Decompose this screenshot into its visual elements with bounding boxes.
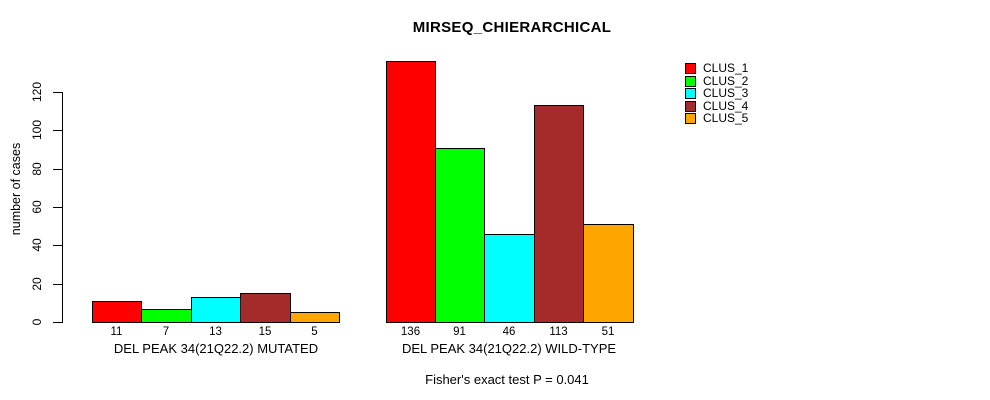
y-axis-tick-label: 120 <box>30 81 44 103</box>
y-axis-tick <box>53 284 62 285</box>
y-axis-tick-label: 100 <box>30 119 44 141</box>
bar-clus_4-group1 <box>240 293 291 323</box>
y-axis-tick <box>53 169 62 170</box>
y-axis-tick <box>53 245 62 246</box>
y-axis-tick <box>53 92 62 93</box>
bar-value-label: 113 <box>549 326 568 338</box>
y-axis-tick <box>53 322 62 323</box>
legend-label: CLUS_1 <box>703 61 749 75</box>
bar-clus_5-group1 <box>290 312 340 323</box>
legend-swatch-icon <box>685 63 696 74</box>
bar-value-label: 51 <box>601 326 615 338</box>
p-value-annotation: Fisher's exact test P = 0.041 <box>425 372 589 387</box>
legend-label: CLUS_4 <box>703 98 749 113</box>
legend-label: CLUS_3 <box>703 86 749 101</box>
legend-item-clus_4: CLUS_4 <box>685 98 749 113</box>
legend-swatch-icon <box>685 113 696 125</box>
bar-clus_1-group1 <box>92 301 142 323</box>
legend-swatch-icon <box>685 100 696 112</box>
y-axis-title: number of cases <box>9 142 23 236</box>
y-axis-tick-label: 20 <box>30 277 44 291</box>
bar-clus_3-group2 <box>484 234 535 323</box>
y-axis-tick-label: 0 <box>30 318 44 326</box>
legend-swatch-icon <box>685 75 696 87</box>
bar-clus_3-group1 <box>191 297 241 323</box>
legend-swatch-icon <box>685 88 696 100</box>
chart-title: MIRSEQ_CHIERARCHICAL <box>412 19 612 36</box>
y-axis-tick-label: 80 <box>30 162 44 176</box>
legend-item-clus_5: CLUS_5 <box>685 111 749 126</box>
legend-item-clus_2: CLUS_2 <box>685 73 749 88</box>
legend-label: CLUS_5 <box>703 111 749 126</box>
bar-value-label: 136 <box>400 326 421 338</box>
bar-value-label: 7 <box>162 326 170 338</box>
legend: CLUS_1 CLUS_2 CLUS_3 CLUS_4 CLUS_5 <box>685 61 749 126</box>
bar-clus_4-group2 <box>534 105 584 323</box>
bar-clus_5-group2 <box>583 224 634 323</box>
bar-clus_1-group2 <box>386 61 436 323</box>
bar-value-label: 46 <box>502 326 516 338</box>
bar-value-label: 5 <box>311 326 318 338</box>
y-axis-tick-label: 60 <box>30 200 44 214</box>
bar-value-label: 11 <box>110 326 123 338</box>
legend-item-clus_3: CLUS_3 <box>685 86 749 101</box>
y-axis-tick <box>53 207 62 208</box>
x-group-label-1: DEL PEAK 34(21Q22.2) MUTATED <box>113 341 319 356</box>
legend-label: CLUS_2 <box>703 73 749 88</box>
x-group-label-2: DEL PEAK 34(21Q22.2) WILD-TYPE <box>401 341 617 356</box>
y-axis-tick-label: 40 <box>30 238 44 252</box>
bar-value-label: 13 <box>209 326 222 338</box>
bar-value-label: 15 <box>258 326 272 338</box>
bar-clus_2-group1 <box>141 309 192 323</box>
y-axis-tick <box>53 130 62 131</box>
legend-item-clus_1: CLUS_1 <box>685 61 749 75</box>
bar-clus_2-group2 <box>435 148 485 323</box>
bar-value-label: 91 <box>453 326 466 338</box>
y-axis-line <box>62 92 63 323</box>
